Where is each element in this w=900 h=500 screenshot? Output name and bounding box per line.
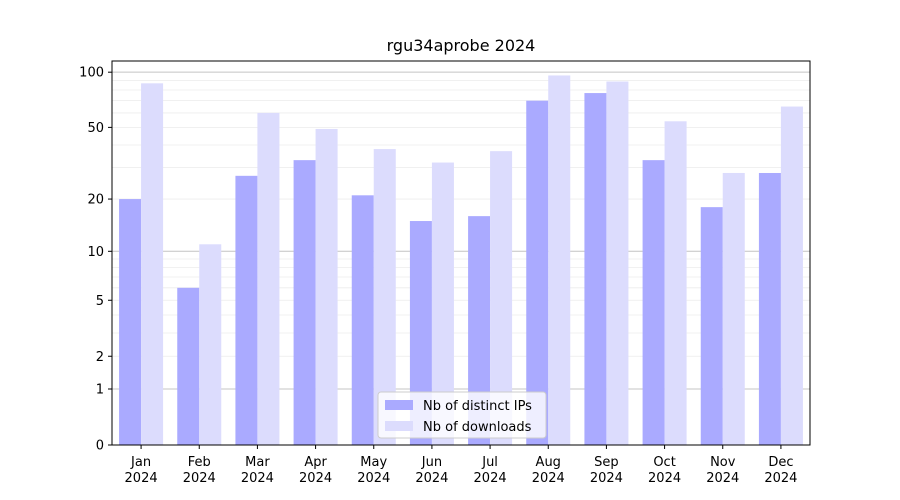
bar-distinct-ips-5 bbox=[351, 195, 374, 445]
bar-downloads-4 bbox=[315, 128, 338, 446]
y-tick-label: 50 bbox=[87, 121, 104, 136]
legend-label-downloads: Nb of downloads bbox=[423, 420, 532, 435]
bar-distinct-ips-6 bbox=[409, 221, 432, 445]
y-tick-label: 10 bbox=[87, 245, 104, 260]
bar-distinct-ips-7 bbox=[468, 216, 491, 445]
grid-lines bbox=[112, 71, 810, 446]
bar-distinct-ips-8 bbox=[526, 100, 549, 445]
legend: Nb of distinct IPs Nb of downloads bbox=[377, 391, 547, 439]
x-tick-label: Feb 2024 bbox=[183, 455, 216, 486]
bar-distinct-ips-10 bbox=[642, 160, 665, 445]
bar-downloads-9 bbox=[606, 81, 629, 445]
bar-distinct-ips-12 bbox=[758, 172, 781, 445]
y-tick-label: 20 bbox=[87, 193, 104, 208]
bars bbox=[119, 75, 803, 446]
chart-title: rgu34aprobe 2024 bbox=[387, 36, 536, 55]
x-tick-label: Oct 2024 bbox=[648, 455, 681, 486]
x-tick-label: Nov 2024 bbox=[706, 455, 739, 486]
bar-downloads-3 bbox=[257, 112, 280, 445]
bar-distinct-ips-2 bbox=[177, 287, 200, 445]
bar-distinct-ips-11 bbox=[700, 207, 723, 445]
bar-downloads-7 bbox=[490, 151, 513, 445]
bar-downloads-2 bbox=[199, 244, 222, 445]
y-tick-label: 100 bbox=[79, 66, 104, 81]
bar-downloads-10 bbox=[664, 121, 687, 446]
bar-distinct-ips-3 bbox=[235, 175, 258, 445]
legend-label-distinct-ips: Nb of distinct IPs bbox=[423, 399, 532, 414]
x-tick-label: Apr 2024 bbox=[299, 455, 332, 486]
x-tick-label: Jun 2024 bbox=[415, 455, 448, 486]
x-tick-label: Sep 2024 bbox=[590, 455, 623, 486]
bar-distinct-ips-9 bbox=[584, 93, 607, 446]
x-tick-label: Dec 2024 bbox=[764, 455, 797, 486]
y-tick-label: 1 bbox=[96, 383, 104, 398]
legend-swatch-downloads bbox=[385, 421, 413, 431]
legend-box bbox=[377, 391, 547, 439]
bar-distinct-ips-1 bbox=[119, 199, 142, 445]
x-tick-label: Aug 2024 bbox=[532, 455, 565, 486]
y-axis: 0 1 2 5 10 20 50 100 bbox=[79, 66, 112, 454]
x-tick-label: Mar 2024 bbox=[241, 455, 274, 486]
y-tick-label: 2 bbox=[96, 350, 104, 365]
bar-downloads-5 bbox=[373, 149, 396, 445]
bar-downloads-1 bbox=[141, 83, 164, 445]
plot-frame bbox=[111, 60, 811, 446]
x-tick-label: Jul 2024 bbox=[474, 455, 507, 486]
x-tick-label: Jan 2024 bbox=[125, 455, 158, 486]
y-tick-label: 5 bbox=[96, 294, 104, 309]
x-axis: Jan 2024 Feb 2024 Mar 2024 Apr 2024 May 2024 Jun 20… bbox=[125, 445, 797, 486]
bar-downloads-8 bbox=[548, 75, 571, 446]
bar-downloads-11 bbox=[722, 172, 745, 445]
bar-downloads-12 bbox=[780, 106, 803, 445]
x-tick-label: May 2024 bbox=[357, 455, 390, 486]
legend-swatch-distinct-ips bbox=[385, 400, 413, 410]
bar-distinct-ips-4 bbox=[293, 160, 316, 445]
y-tick-label: 0 bbox=[96, 439, 104, 454]
bar-downloads-6 bbox=[431, 162, 454, 445]
